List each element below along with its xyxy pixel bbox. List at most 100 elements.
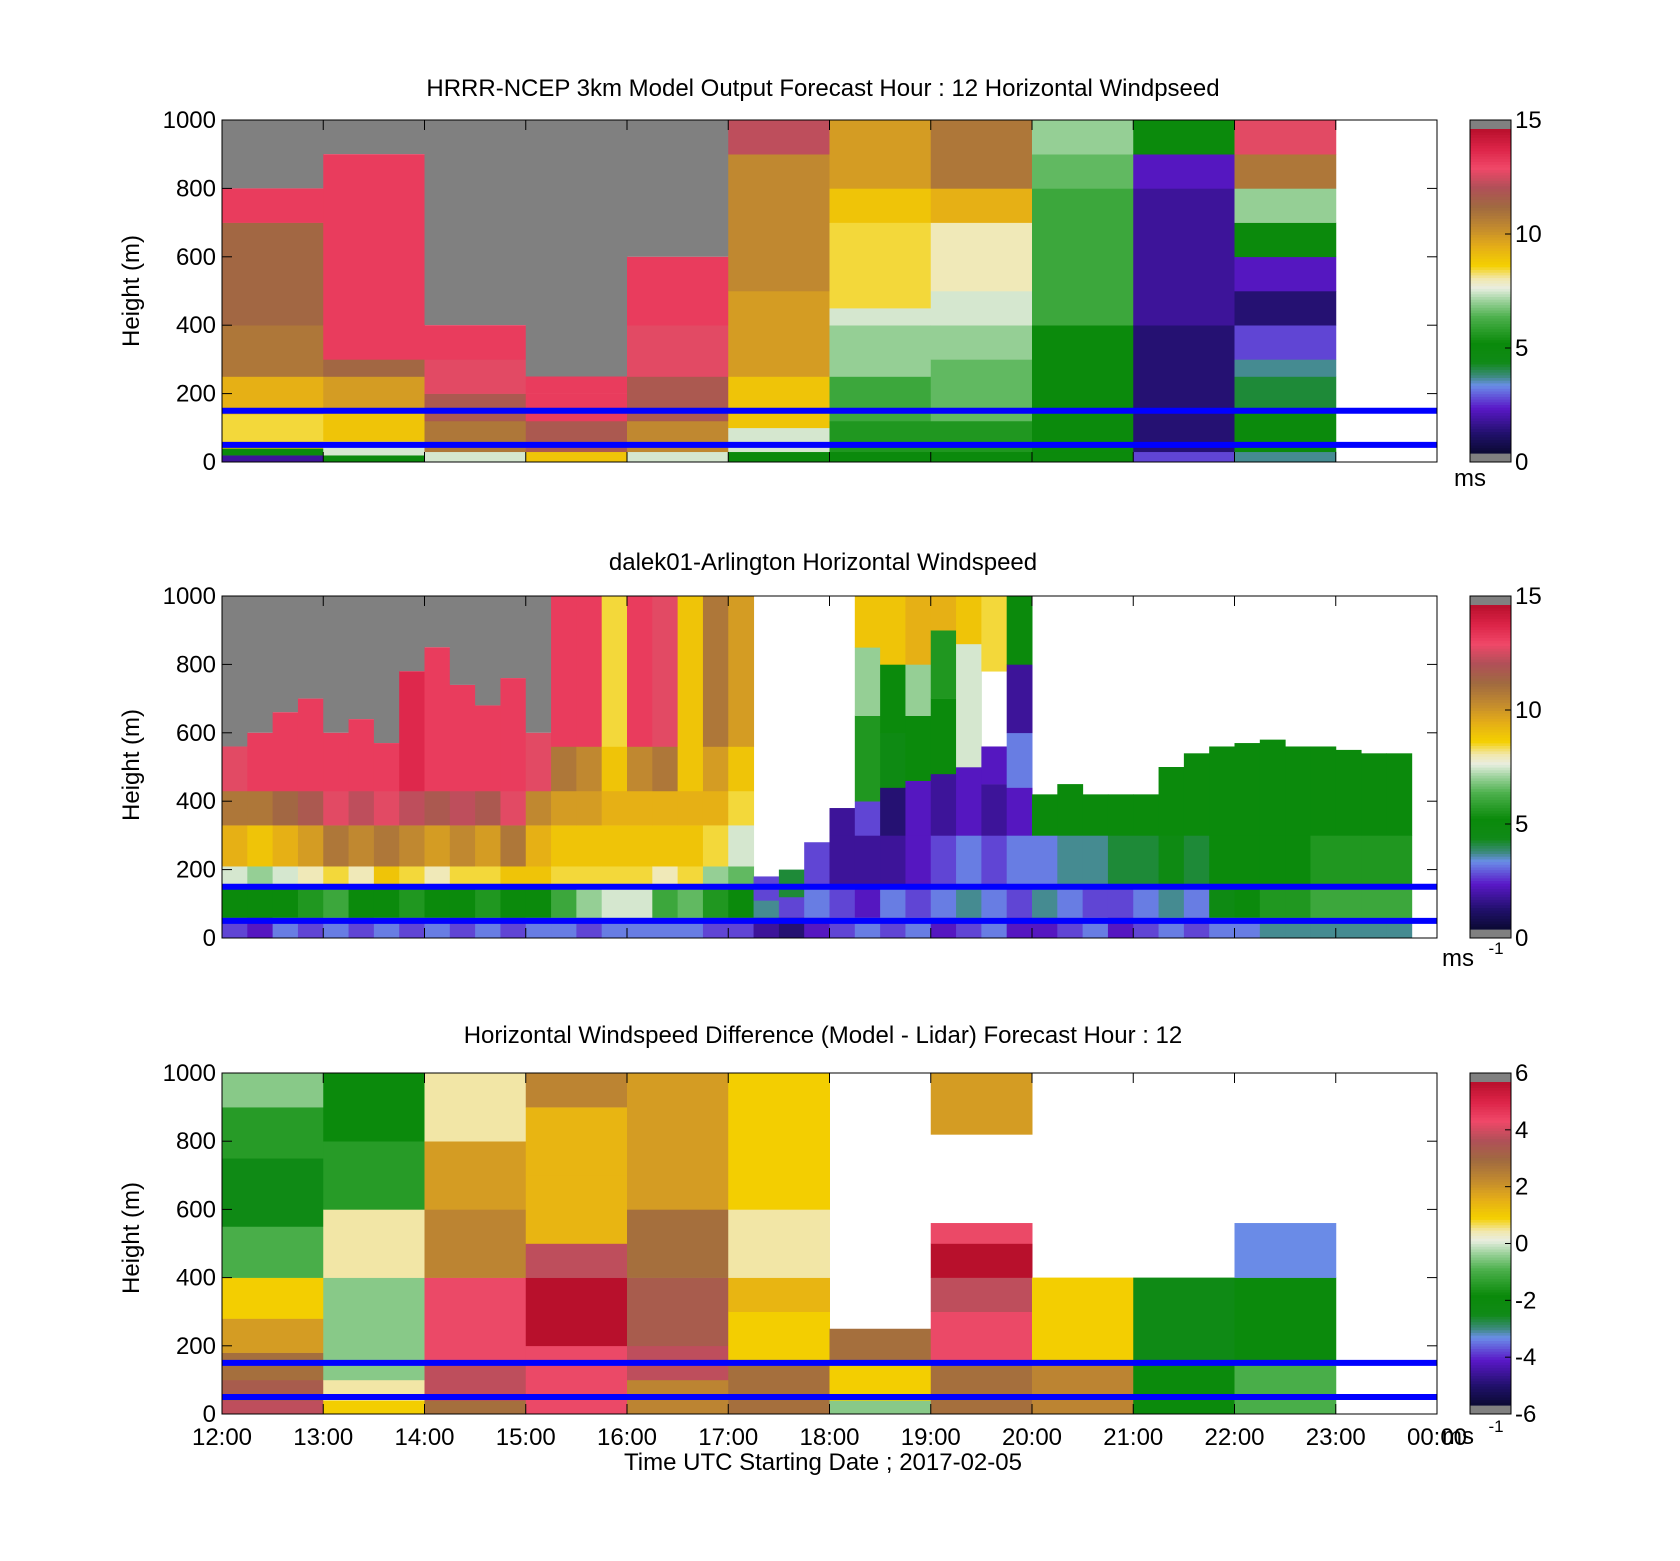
heatmap-cell bbox=[222, 1226, 324, 1278]
heatmap-cell bbox=[829, 808, 856, 836]
heatmap-cell bbox=[778, 896, 805, 918]
colorbar-swatch bbox=[1470, 142, 1511, 146]
heatmap-cell bbox=[323, 1277, 425, 1330]
colorbar-swatch bbox=[1470, 910, 1511, 914]
heatmap-cell bbox=[1133, 188, 1235, 326]
heatmap-cell bbox=[1032, 1362, 1134, 1415]
colorbar-swatch bbox=[1470, 737, 1511, 741]
colorbar-swatch bbox=[1470, 1364, 1511, 1368]
heatmap-cell bbox=[829, 222, 932, 309]
heatmap-cell bbox=[399, 866, 425, 887]
heatmap-cell bbox=[829, 835, 856, 887]
colorbar-swatch bbox=[1470, 1157, 1511, 1161]
colorbar-swatch bbox=[1470, 158, 1511, 162]
heatmap-cell bbox=[1133, 154, 1235, 189]
colorbar-swatch bbox=[1470, 902, 1511, 906]
heatmap-cell bbox=[1107, 794, 1134, 836]
heatmap-cell bbox=[323, 410, 425, 442]
heatmap-cell bbox=[475, 705, 501, 792]
heatmap-cell bbox=[373, 886, 400, 918]
heatmap-cell bbox=[652, 596, 679, 747]
colorbar-swatch bbox=[1470, 756, 1511, 760]
colorbar-swatch bbox=[1470, 718, 1511, 722]
colorbar-swatch bbox=[1470, 1297, 1511, 1301]
colorbar-swatch bbox=[1470, 318, 1511, 322]
colorbar-swatch bbox=[1470, 907, 1511, 911]
heatmap-cell bbox=[601, 825, 628, 867]
heatmap-cell bbox=[930, 451, 1033, 463]
colorbar-swatch bbox=[1470, 1378, 1511, 1382]
colorbar-swatch bbox=[1470, 358, 1511, 362]
heatmap-cell bbox=[702, 746, 729, 792]
colorbar-swatch bbox=[1470, 883, 1511, 887]
colorbar-swatch bbox=[1470, 688, 1511, 692]
colorbar-swatch bbox=[1470, 139, 1511, 144]
colorbar-swatch bbox=[1470, 1345, 1511, 1350]
heatmap-cell bbox=[222, 222, 324, 326]
heatmap-cell bbox=[905, 780, 932, 836]
heatmap-cell bbox=[1107, 835, 1134, 887]
heatmap-cell bbox=[930, 1073, 1033, 1135]
heatmap-cell bbox=[981, 886, 1008, 918]
heatmap-cell bbox=[222, 1318, 324, 1353]
colorbar-swatch bbox=[1470, 667, 1511, 671]
colorbar-swatch bbox=[1470, 1082, 1511, 1086]
colorbar-swatch bbox=[1470, 434, 1511, 438]
colorbar-swatch bbox=[1470, 1291, 1511, 1296]
heatmap-cell bbox=[1209, 886, 1235, 918]
colorbar-swatch bbox=[1470, 1386, 1511, 1390]
heatmap-cell bbox=[424, 451, 527, 463]
colorbar-swatch bbox=[1470, 1232, 1511, 1237]
missing-data-cell bbox=[323, 596, 350, 733]
colorbar-swatch bbox=[1470, 369, 1511, 373]
heatmap-cell bbox=[1082, 794, 1109, 836]
colorbar-swatch bbox=[1470, 401, 1511, 405]
colorbar-swatch bbox=[1470, 1165, 1511, 1169]
colorbar-swatch bbox=[1470, 1200, 1511, 1204]
heatmap-cell bbox=[424, 647, 451, 792]
colorbar-swatch bbox=[1470, 845, 1511, 849]
colorbar-swatch bbox=[1470, 656, 1511, 660]
heatmap-cell bbox=[930, 291, 1033, 326]
colorbar-swatch bbox=[1470, 888, 1511, 892]
heatmap-cell bbox=[222, 325, 324, 377]
colorbar-swatch bbox=[1470, 704, 1511, 709]
colorbar-tick-label: 4 bbox=[1515, 1117, 1528, 1144]
heatmap-cell bbox=[1285, 886, 1311, 918]
colorbar-swatch bbox=[1470, 420, 1511, 424]
colorbar-swatch bbox=[1470, 1275, 1511, 1280]
heatmap-cell bbox=[1133, 451, 1235, 463]
heatmap-cell bbox=[880, 787, 906, 836]
colorbar-swatch bbox=[1470, 818, 1511, 822]
colorbar-swatch bbox=[1470, 740, 1511, 744]
colorbar-swatch bbox=[1470, 653, 1511, 657]
heatmap-cell bbox=[525, 790, 552, 826]
heatmap-cell bbox=[323, 325, 425, 360]
colorbar-swatch bbox=[1470, 794, 1511, 798]
panel-title: HRRR-NCEP 3km Model Output Forecast Hour… bbox=[426, 75, 1219, 102]
colorbar-swatch bbox=[1470, 1208, 1511, 1212]
heatmap-cell bbox=[525, 1243, 628, 1278]
colorbar: 0 5 10 15 bbox=[1469, 583, 1542, 952]
heatmap-cell bbox=[854, 886, 881, 918]
heatmap-cell bbox=[829, 1328, 932, 1364]
colorbar-swatch bbox=[1470, 1356, 1511, 1360]
panel-title: Horizontal Windspeed Difference (Model -… bbox=[464, 1022, 1183, 1049]
colorbar-swatch bbox=[1470, 145, 1511, 149]
colorbar-swatch bbox=[1470, 183, 1511, 187]
colorbar-swatch bbox=[1470, 686, 1511, 690]
colorbar-swatch bbox=[1470, 1189, 1511, 1193]
heatmap-cell bbox=[956, 596, 982, 645]
heatmap-cell bbox=[1057, 886, 1084, 918]
heatmap-cell bbox=[1285, 746, 1311, 836]
missing-data-cell bbox=[373, 596, 400, 744]
heatmap-cell bbox=[829, 308, 932, 326]
heatmap-cell bbox=[399, 790, 425, 826]
y-tick-label: 1000 bbox=[163, 1060, 216, 1087]
colorbar-swatch bbox=[1470, 444, 1511, 449]
colorbar-swatch bbox=[1470, 210, 1511, 214]
heatmap-cell bbox=[930, 835, 957, 887]
heatmap-cell bbox=[702, 825, 729, 867]
colorbar-swatch bbox=[1470, 1116, 1511, 1121]
